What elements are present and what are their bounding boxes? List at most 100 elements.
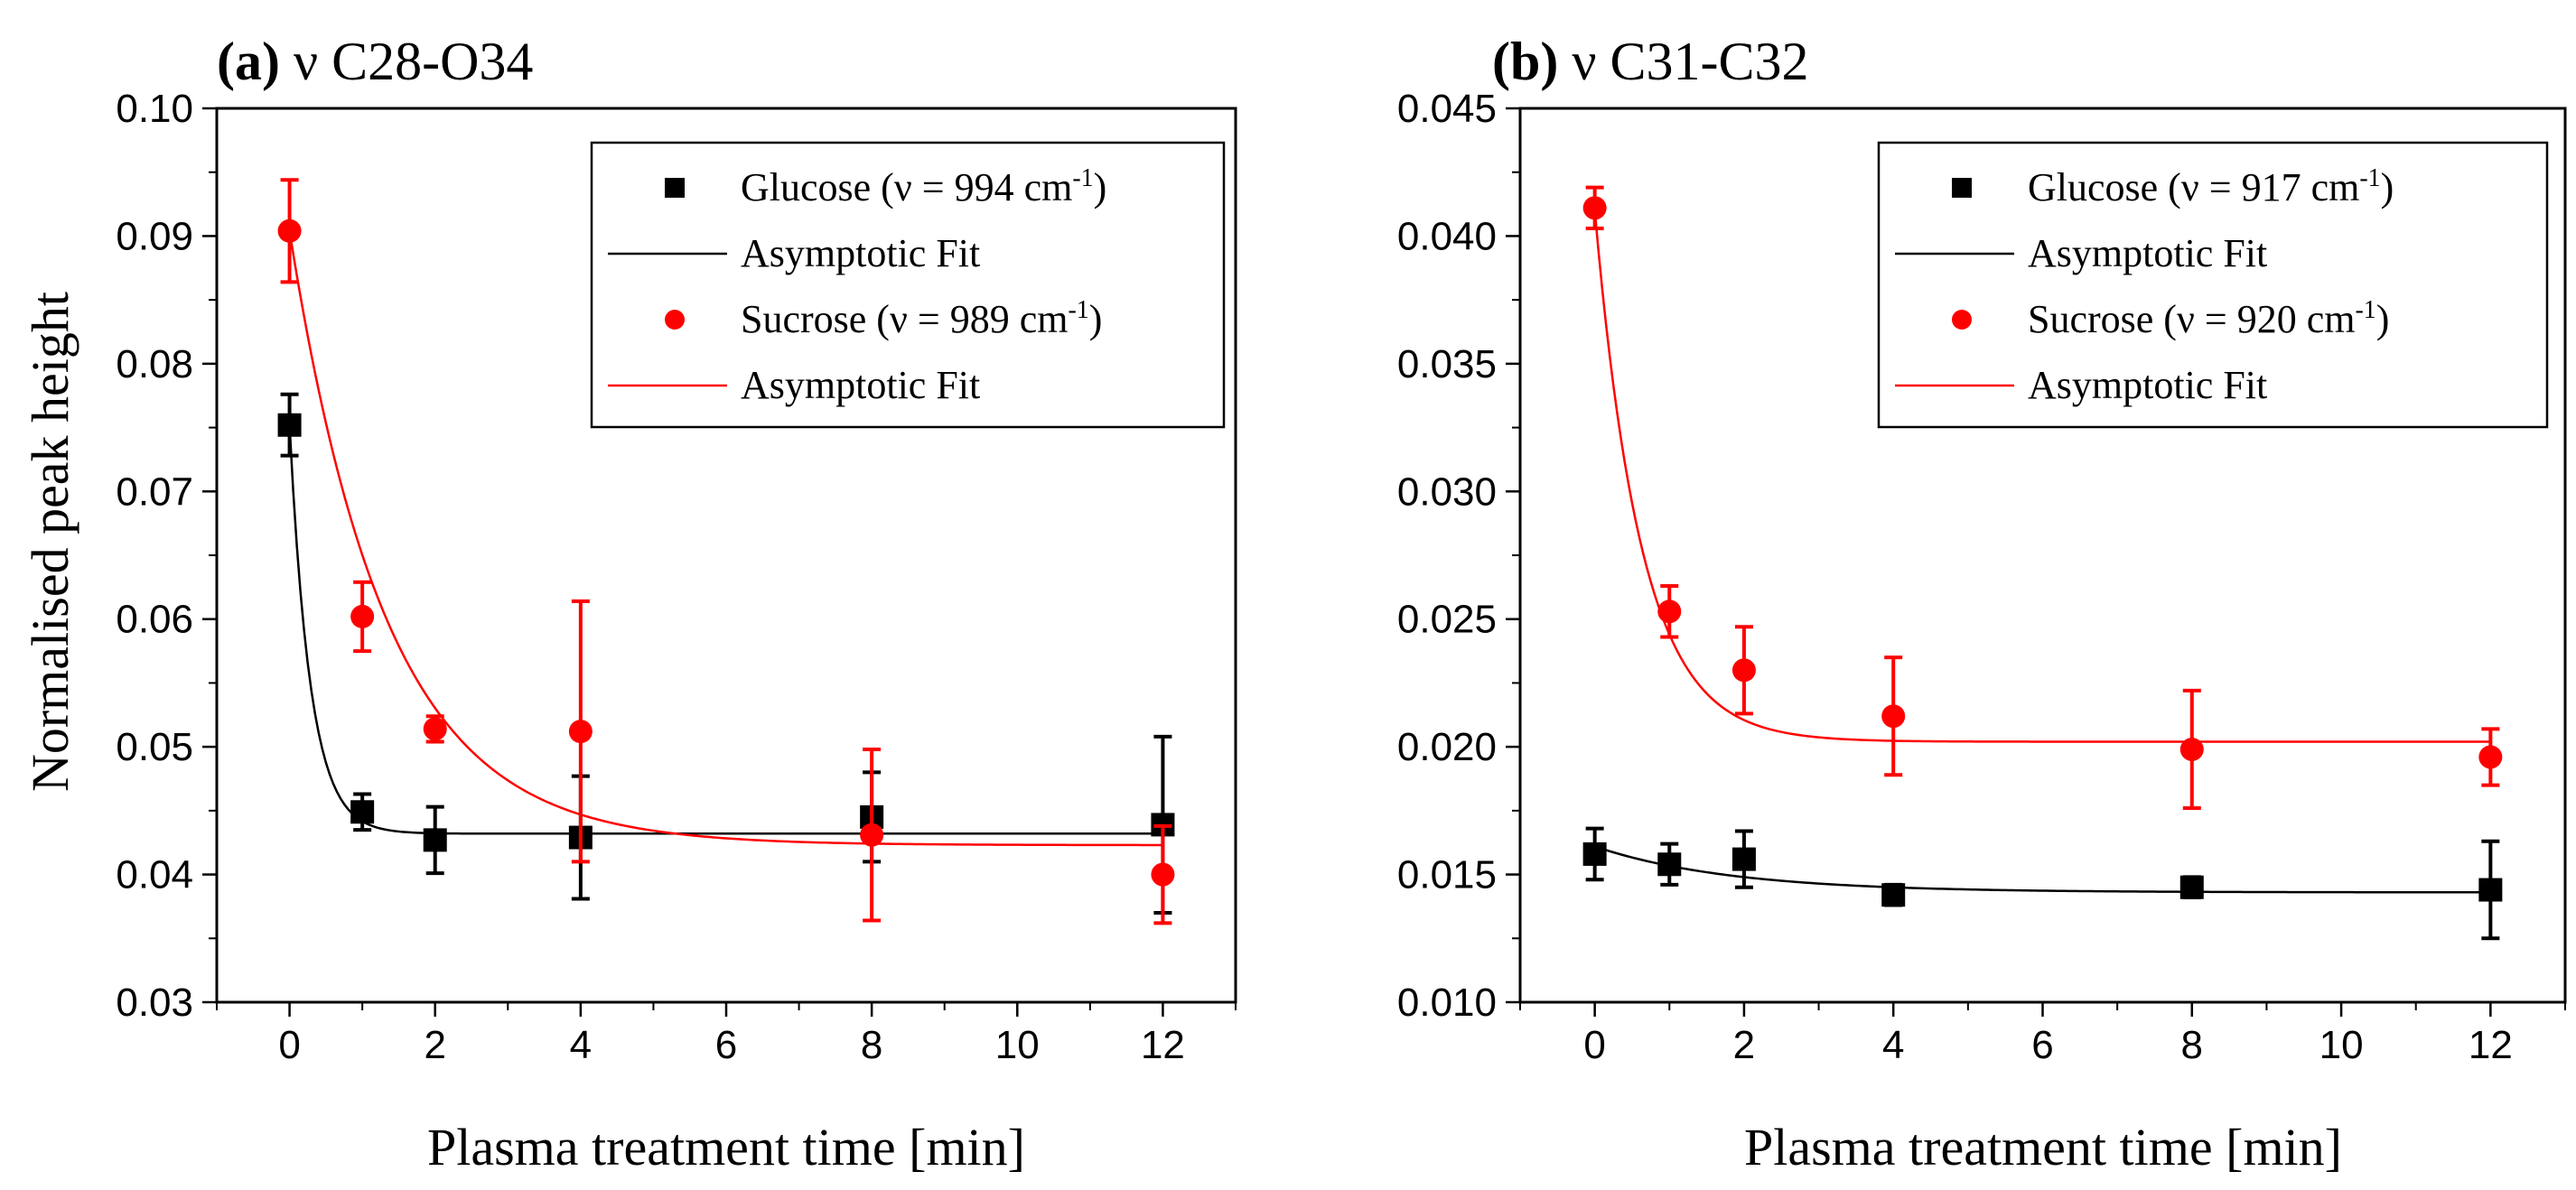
legend-nu-symbol: ν bbox=[894, 165, 912, 209]
legend-glucose-marker bbox=[1952, 178, 1972, 198]
x-axis-title: Plasma treatment time [min] bbox=[1744, 1118, 2342, 1176]
legend-wavenumber: = 917 cm bbox=[2199, 165, 2360, 209]
y-tick-label: 0.025 bbox=[1397, 598, 1497, 642]
y-tick-label: 0.05 bbox=[116, 725, 193, 769]
x-tick-label: 12 bbox=[2469, 1023, 2513, 1067]
sucrose-fit-curve bbox=[288, 230, 1163, 847]
legend-label-suffix: ) bbox=[2376, 297, 2390, 341]
legend-exponent: -1 bbox=[2355, 296, 2375, 324]
panel-title-space bbox=[280, 32, 294, 91]
x-tick-label: 12 bbox=[1141, 1023, 1185, 1067]
legend-glucose-label: Glucose (ν = 994 cm-1) bbox=[741, 164, 1106, 209]
sucrose-point bbox=[1731, 658, 1756, 683]
legend-fit-label: Asymptotic Fit bbox=[741, 363, 980, 407]
legend-box bbox=[1877, 141, 2549, 429]
glucose-point bbox=[350, 800, 375, 824]
legend-fit-label: Asymptotic Fit bbox=[741, 231, 980, 275]
legend-exponent: -1 bbox=[2359, 164, 2380, 192]
glucose-point bbox=[1657, 852, 1682, 877]
y-tick-label: 0.06 bbox=[116, 598, 193, 642]
sucrose-point bbox=[2179, 737, 2204, 761]
y-tick-label: 0.03 bbox=[116, 981, 193, 1025]
legend-label-suffix: ) bbox=[1089, 297, 1103, 341]
glucose-point bbox=[423, 828, 447, 852]
legend-label-suffix: ) bbox=[1094, 165, 1107, 209]
panels: (a) ν C28-O34 0.03 0.04 0.05 0.06 0.07 0.08 0.0… bbox=[116, 32, 2567, 1176]
y-tick-label: 0.035 bbox=[1397, 342, 1497, 386]
x-tick-label: 6 bbox=[715, 1023, 737, 1067]
panel-label: (b) bbox=[1492, 32, 1558, 91]
x-tick-label: 6 bbox=[2031, 1023, 2053, 1067]
panel-title: (a) ν C28-O34 bbox=[217, 32, 533, 91]
legend-nu-symbol: ν bbox=[890, 297, 908, 341]
panel-title-text: ν C28-O34 bbox=[294, 32, 533, 91]
legend-label-prefix: Sucrose ( bbox=[741, 297, 890, 341]
glucose-point bbox=[1731, 847, 1756, 871]
x-tick-label: 2 bbox=[1733, 1023, 1755, 1067]
legend-wavenumber: = 920 cm bbox=[2195, 297, 2356, 341]
y-tick-label: 0.030 bbox=[1397, 469, 1497, 514]
sucrose-point bbox=[860, 823, 884, 847]
plot-frame bbox=[215, 107, 1237, 1004]
sucrose-point bbox=[2478, 745, 2503, 769]
sucrose-point bbox=[1582, 196, 1607, 220]
glucose-point bbox=[277, 413, 302, 437]
panel-a: (a) ν C28-O34 0.03 0.04 0.05 0.06 0.07 0.08 0.0… bbox=[116, 32, 1237, 1176]
x-tick-label: 8 bbox=[861, 1023, 882, 1067]
legend-label-prefix: Glucose ( bbox=[2028, 165, 2181, 209]
legend-nu-symbol: ν bbox=[2177, 297, 2195, 341]
legend-exponent: -1 bbox=[1068, 296, 1088, 324]
x-tick-label: 4 bbox=[570, 1023, 592, 1067]
y-tick-label: 0.045 bbox=[1397, 87, 1497, 131]
y-tick-label: 0.07 bbox=[116, 469, 193, 514]
legend-glucose-marker bbox=[665, 178, 685, 198]
sucrose-point bbox=[1657, 600, 1682, 624]
y-tick-label: 0.10 bbox=[116, 87, 193, 131]
sucrose-point bbox=[568, 720, 593, 744]
sucrose-point bbox=[277, 218, 302, 243]
x-tick-label: 8 bbox=[2181, 1023, 2203, 1067]
glucose-point bbox=[2478, 878, 2503, 902]
sucrose-point bbox=[1151, 862, 1175, 887]
glucose-point bbox=[1881, 883, 1906, 907]
x-axis-title: Plasma treatment time [min] bbox=[427, 1118, 1025, 1176]
x-tick-label: 0 bbox=[1583, 1023, 1605, 1067]
panel-label: (a) bbox=[217, 32, 280, 91]
legend-sucrose-marker bbox=[1952, 310, 1972, 330]
legend-label-prefix: Sucrose ( bbox=[2028, 297, 2177, 341]
legend: Glucose (ν = 917 cm-1)Asymptotic FitSucr… bbox=[1877, 141, 2549, 429]
y-tick-label: 0.015 bbox=[1397, 853, 1497, 897]
legend-wavenumber: = 994 cm bbox=[912, 165, 1073, 209]
y-tick-label: 0.040 bbox=[1397, 214, 1497, 258]
legend-label-prefix: Glucose ( bbox=[741, 165, 894, 209]
y-tick-label: 0.04 bbox=[116, 853, 193, 897]
y-axis-title: Normalised peak height bbox=[21, 292, 79, 792]
legend-box bbox=[590, 141, 1226, 429]
sucrose-point bbox=[350, 604, 375, 628]
x-tick-label: 0 bbox=[278, 1023, 300, 1067]
sucrose-point bbox=[423, 717, 447, 741]
glucose-point bbox=[1582, 841, 1607, 866]
plot-frame bbox=[1518, 107, 2567, 1004]
glucose-point bbox=[2179, 875, 2204, 899]
legend-sucrose-label: Sucrose (ν = 989 cm-1) bbox=[741, 296, 1102, 341]
legend-exponent: -1 bbox=[1072, 164, 1093, 192]
legend: Glucose (ν = 994 cm-1)Asymptotic FitSucr… bbox=[590, 141, 1226, 429]
legend-fit-label: Asymptotic Fit bbox=[2028, 231, 2267, 275]
x-tick-label: 10 bbox=[2319, 1023, 2364, 1067]
y-tick-label: 0.09 bbox=[116, 214, 193, 258]
sucrose-point bbox=[1881, 704, 1906, 729]
x-tick-label: 10 bbox=[995, 1023, 1040, 1067]
legend-label-suffix: ) bbox=[2381, 165, 2394, 209]
panel-title: (b) ν C31-C32 bbox=[1492, 32, 1809, 91]
panel-title-text: ν C31-C32 bbox=[1572, 32, 1808, 91]
legend-wavenumber: = 989 cm bbox=[908, 297, 1069, 341]
legend-sucrose-label: Sucrose (ν = 920 cm-1) bbox=[2028, 296, 2389, 341]
y-tick-label: 0.020 bbox=[1397, 725, 1497, 769]
x-tick-label: 4 bbox=[1882, 1023, 1904, 1067]
y-tick-label: 0.08 bbox=[116, 342, 193, 386]
legend-glucose-label: Glucose (ν = 917 cm-1) bbox=[2028, 164, 2394, 209]
y-tick-label: 0.010 bbox=[1397, 981, 1497, 1025]
legend-sucrose-marker bbox=[665, 310, 685, 330]
